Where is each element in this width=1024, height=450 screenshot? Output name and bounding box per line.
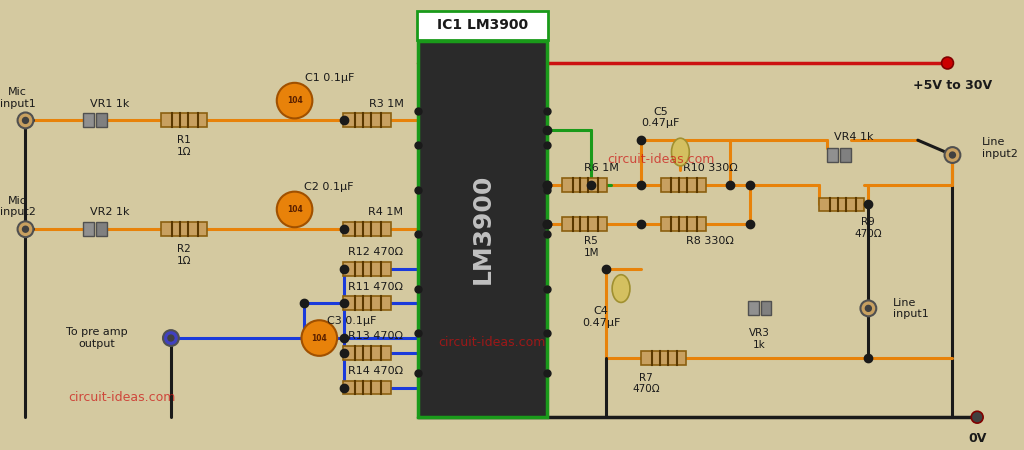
Bar	[95, 222, 106, 236]
Text: R8 330Ω: R8 330Ω	[686, 236, 734, 246]
Circle shape	[865, 306, 871, 311]
Text: R14 470Ω: R14 470Ω	[348, 366, 403, 376]
Circle shape	[168, 335, 174, 341]
Circle shape	[944, 147, 961, 163]
Text: VR2 1k: VR2 1k	[90, 207, 129, 217]
Bar	[343, 346, 390, 360]
Circle shape	[276, 192, 312, 227]
Text: R1
1Ω: R1 1Ω	[176, 135, 191, 157]
Circle shape	[301, 320, 337, 356]
Bar	[641, 351, 686, 365]
Bar	[418, 41, 547, 417]
Bar	[660, 178, 707, 192]
Text: R2
1Ω: R2 1Ω	[176, 244, 191, 266]
Text: circuit-ideas.com: circuit-ideas.com	[68, 391, 175, 404]
Circle shape	[949, 152, 955, 158]
Text: LM3900: LM3900	[471, 174, 495, 284]
Bar	[761, 302, 771, 315]
Text: R3 1M: R3 1M	[369, 99, 403, 108]
Text: VR4 1k: VR4 1k	[834, 132, 873, 142]
Circle shape	[276, 83, 312, 118]
Circle shape	[17, 112, 34, 128]
Text: VR3
1k: VR3 1k	[750, 328, 770, 350]
Text: R6 1M: R6 1M	[584, 163, 618, 173]
Circle shape	[942, 57, 953, 69]
Bar	[826, 148, 838, 162]
Bar	[343, 297, 390, 310]
Text: R12 470Ω: R12 470Ω	[348, 247, 403, 257]
Text: To pre amp
output: To pre amp output	[66, 327, 128, 349]
Text: +5V to 30V: +5V to 30V	[912, 79, 992, 92]
Text: 0V: 0V	[968, 432, 986, 445]
Bar	[83, 222, 94, 236]
Text: circuit-ideas.com: circuit-ideas.com	[607, 153, 715, 166]
Circle shape	[971, 411, 983, 423]
Text: C5
0.47μF: C5 0.47μF	[641, 107, 680, 128]
Bar	[562, 178, 607, 192]
Bar	[83, 113, 94, 127]
Text: 104: 104	[287, 205, 302, 214]
Bar	[343, 113, 390, 127]
Ellipse shape	[612, 275, 630, 302]
FancyBboxPatch shape	[417, 11, 548, 40]
Text: C1 0.1μF: C1 0.1μF	[304, 73, 354, 83]
Bar	[819, 198, 864, 212]
Ellipse shape	[672, 138, 689, 166]
Bar	[562, 217, 607, 231]
Text: circuit-ideas.com: circuit-ideas.com	[438, 337, 546, 350]
Circle shape	[23, 226, 29, 232]
Text: R13 470Ω: R13 470Ω	[348, 331, 403, 341]
Text: R9
470Ω: R9 470Ω	[855, 217, 883, 239]
Circle shape	[23, 117, 29, 123]
Text: IC1 LM3900: IC1 LM3900	[437, 18, 528, 32]
Bar	[660, 217, 707, 231]
Text: R10 330Ω: R10 330Ω	[683, 163, 737, 173]
Circle shape	[163, 330, 179, 346]
Text: 104: 104	[287, 96, 302, 105]
Text: R11 470Ω: R11 470Ω	[348, 282, 403, 292]
Text: Mic
input2: Mic input2	[0, 196, 36, 217]
Bar	[748, 302, 759, 315]
Text: C4
0.47μF: C4 0.47μF	[582, 306, 621, 328]
Text: VR1 1k: VR1 1k	[90, 99, 129, 108]
Text: C3 0.1μF: C3 0.1μF	[328, 316, 377, 326]
Bar	[840, 148, 851, 162]
Circle shape	[17, 221, 34, 237]
Text: Mic
input1: Mic input1	[0, 87, 36, 108]
Text: R4 1M: R4 1M	[369, 207, 403, 217]
Text: 104: 104	[311, 333, 328, 342]
Bar	[343, 222, 390, 236]
Text: R5
1M: R5 1M	[584, 236, 599, 258]
Text: Line
input2: Line input2	[982, 137, 1018, 159]
Bar	[161, 222, 207, 236]
Bar	[95, 113, 106, 127]
Bar	[343, 262, 390, 276]
Text: R7
470Ω: R7 470Ω	[632, 373, 659, 394]
Bar	[343, 381, 390, 395]
Text: C2 0.1μF: C2 0.1μF	[304, 182, 354, 192]
Bar	[161, 113, 207, 127]
Text: Line
input1: Line input1	[893, 297, 929, 319]
Circle shape	[860, 301, 877, 316]
